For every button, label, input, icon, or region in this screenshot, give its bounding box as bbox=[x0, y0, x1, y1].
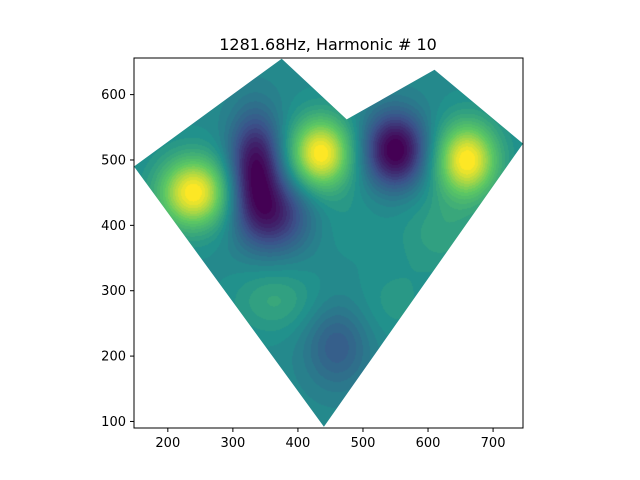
chart-title: 1281.68Hz, Harmonic # 10 bbox=[219, 35, 437, 54]
y-tick-label: 400 bbox=[101, 219, 126, 234]
y-tick-label: 600 bbox=[101, 88, 126, 103]
y-tick-label: 200 bbox=[101, 350, 126, 365]
x-tick-label: 400 bbox=[286, 436, 311, 451]
y-tick-label: 300 bbox=[101, 284, 126, 299]
y-tick-label: 100 bbox=[101, 415, 126, 430]
x-tick-label: 600 bbox=[416, 436, 441, 451]
axes-frame bbox=[133, 57, 524, 429]
x-tick-label: 500 bbox=[351, 436, 376, 451]
x-tick-label: 200 bbox=[155, 436, 180, 451]
x-tick-label: 300 bbox=[220, 436, 245, 451]
x-tick-label: 700 bbox=[481, 436, 506, 451]
x-axis: 200 300 400 500 600 700 bbox=[155, 428, 505, 451]
y-tick-label: 500 bbox=[101, 153, 126, 168]
y-axis: 100 200 300 400 500 600 bbox=[101, 88, 134, 430]
